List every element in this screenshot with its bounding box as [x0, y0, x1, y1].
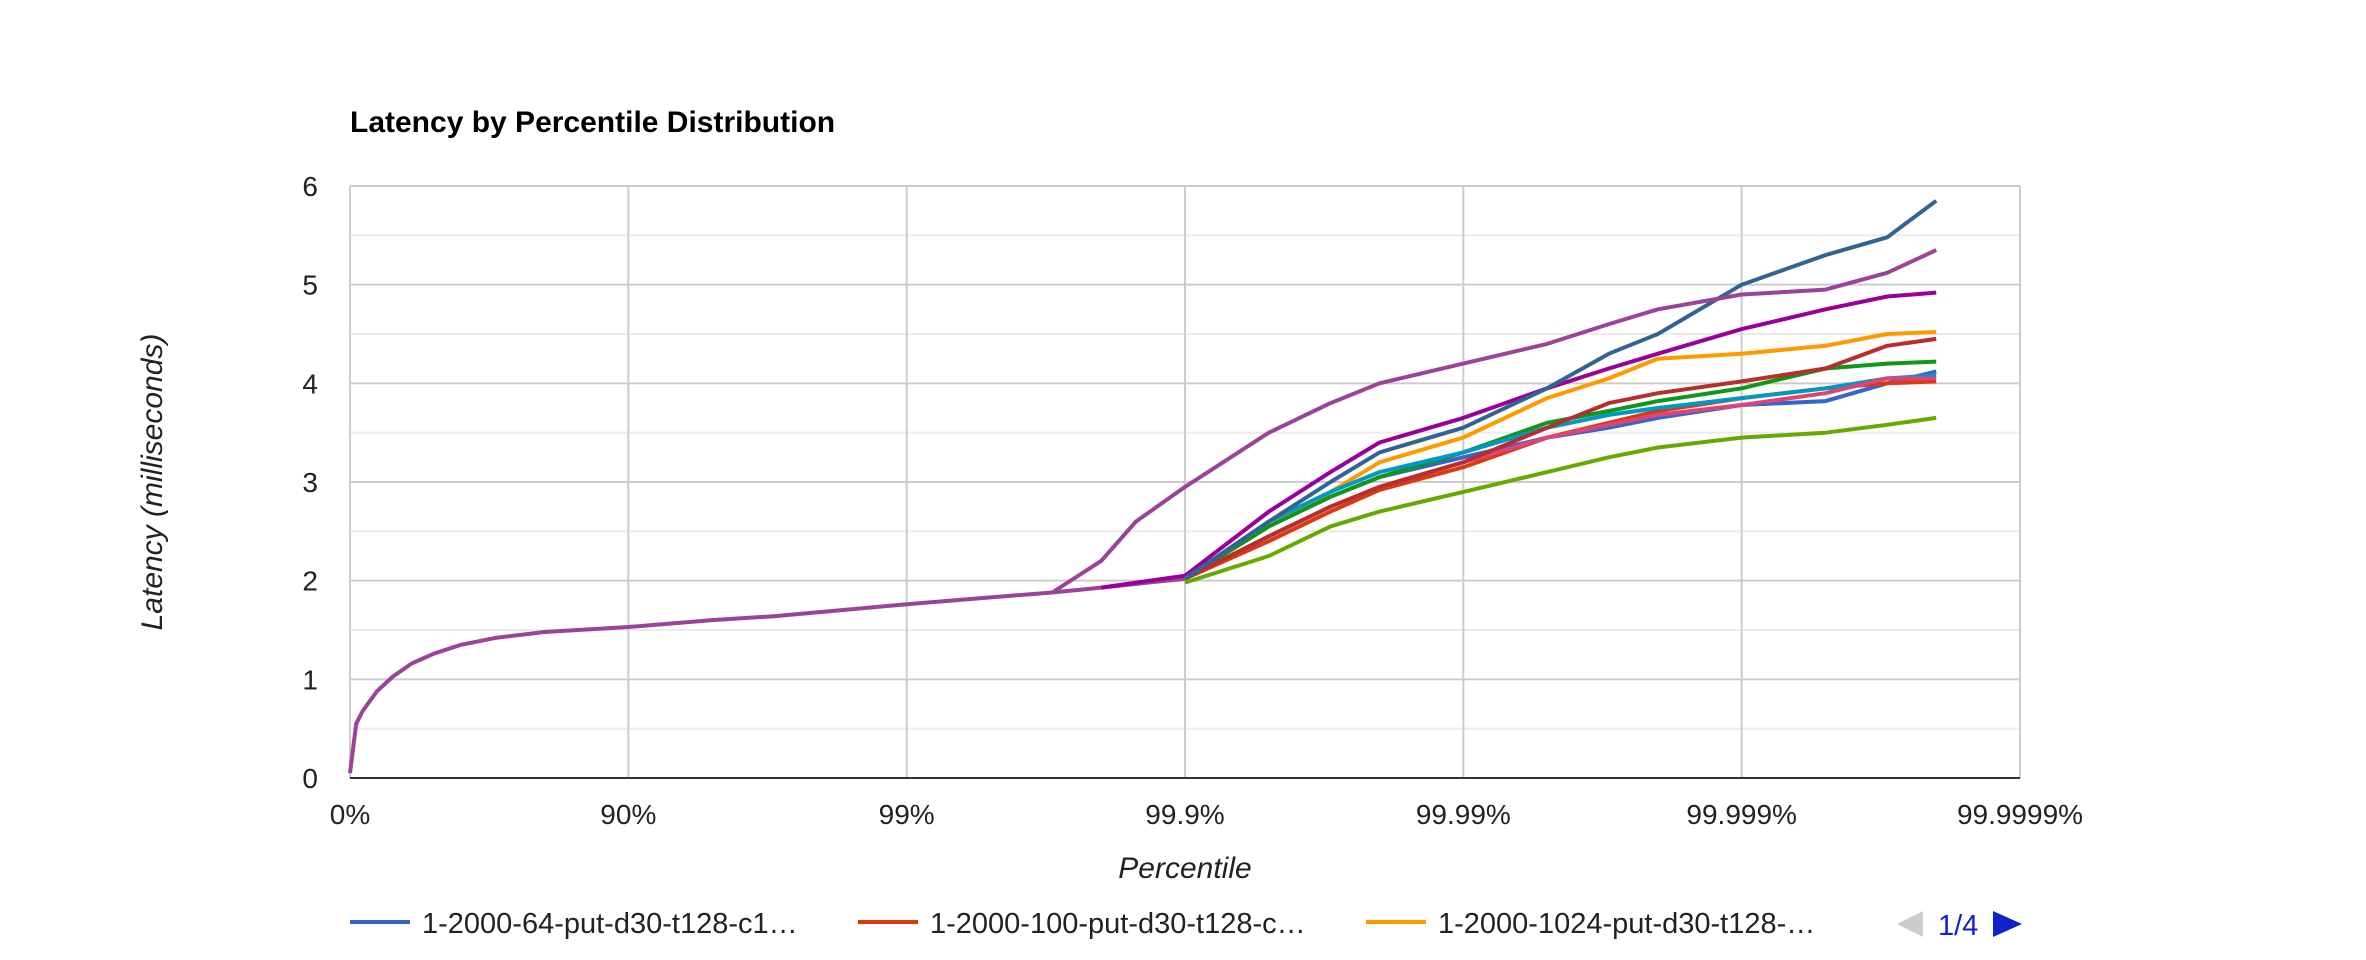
- x-tick-label: 99.9999%: [1957, 799, 2083, 830]
- series-line-9: [1184, 336, 1937, 581]
- series-line-2: [1184, 379, 1937, 581]
- series-line-6: [1183, 373, 1937, 581]
- chart-grid: [349, 185, 2021, 779]
- legend-entry-label[interactable]: 1-2000-64-put-d30-t128-c1…: [422, 908, 798, 940]
- y-tick-label: 5: [302, 270, 318, 301]
- legend-entry-label[interactable]: 1-2000-1024-put-d30-t128-…: [1438, 908, 1815, 940]
- legend-next-icon[interactable]: [1993, 911, 2022, 937]
- chart-series: [348, 199, 1938, 774]
- x-tick-label: 99.9%: [1145, 799, 1224, 830]
- x-axis-title: Percentile: [1118, 852, 1251, 885]
- y-tick-label: 2: [302, 566, 318, 597]
- x-axis-ticks: 0% 90% 99% 99.9% 99.99% 99.999% 99.9999%: [330, 799, 2083, 830]
- y-axis-title: Latency (milliseconds): [136, 334, 169, 631]
- legend-page-indicator: 1/4: [1938, 910, 1978, 942]
- x-tick-label: 0%: [330, 799, 370, 830]
- series-line-1: [1183, 369, 1937, 581]
- y-axis-ticks: 0 1 2 3 4 5 6: [302, 171, 318, 794]
- chart-legend: 1-2000-64-put-d30-t128-c1… 1-2000-100-put…: [350, 908, 1815, 940]
- x-tick-label: 99.99%: [1416, 799, 1511, 830]
- y-tick-label: 6: [302, 171, 318, 202]
- y-tick-label: 3: [302, 467, 318, 498]
- y-tick-label: 1: [302, 664, 318, 695]
- chart-title: Latency by Percentile Distribution: [350, 106, 835, 139]
- series-line-shared: [348, 576, 1186, 774]
- legend-prev-icon[interactable]: [1897, 911, 1923, 937]
- legend-entry-label[interactable]: 1-2000-100-put-d30-t128-c…: [930, 908, 1306, 940]
- x-tick-label: 99.999%: [1686, 799, 1797, 830]
- x-tick-label: 99%: [879, 799, 935, 830]
- x-tick-label: 90%: [600, 799, 656, 830]
- series-line-7: [1184, 376, 1937, 581]
- series-line-10: [1183, 199, 1938, 581]
- y-tick-label: 4: [302, 368, 318, 399]
- legend-pager: 1/4: [1897, 910, 2022, 942]
- series-line-11: [1051, 248, 1938, 595]
- series-line-8: [1184, 415, 1937, 585]
- y-tick-label: 0: [302, 763, 318, 794]
